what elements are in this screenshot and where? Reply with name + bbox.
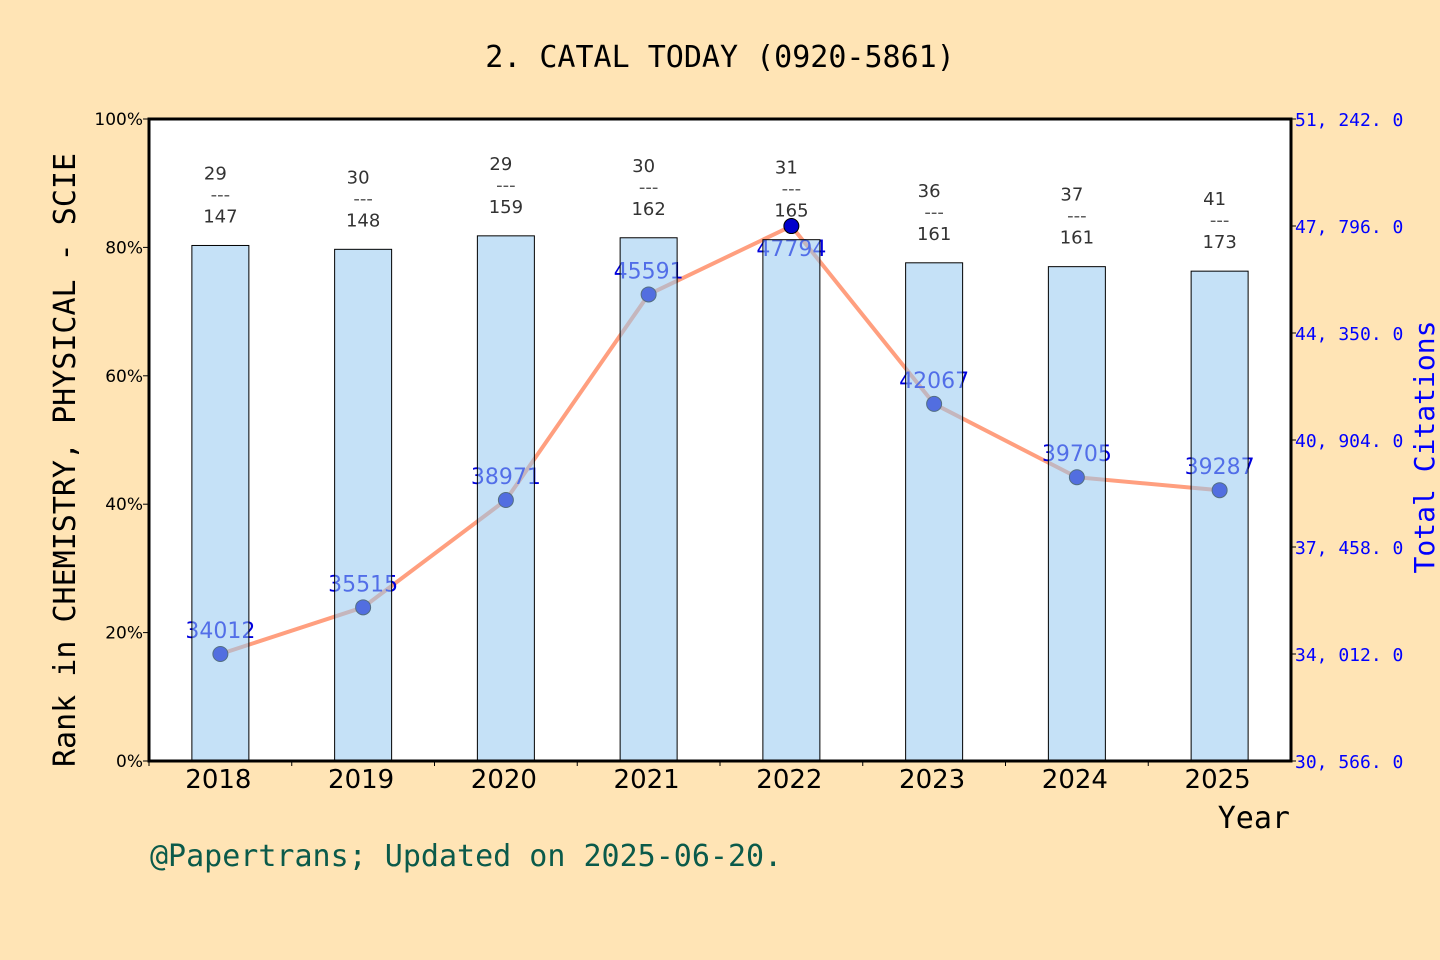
rank-divider: --- bbox=[496, 175, 516, 196]
y-left-tick-label: 60% bbox=[105, 367, 143, 387]
rank-value: 36 bbox=[918, 181, 941, 202]
rank-total: 161 bbox=[1060, 228, 1094, 249]
rank-bar bbox=[476, 235, 535, 762]
y-right-tick-label: 51, 242. 0 bbox=[1295, 110, 1403, 131]
rank-label: 41---173 bbox=[1202, 189, 1236, 253]
x-tick-label: 2018 bbox=[185, 765, 251, 795]
rank-value: 31 bbox=[775, 158, 798, 179]
x-tick-label: 2023 bbox=[899, 765, 965, 795]
rank-label: 36---161 bbox=[917, 181, 951, 245]
rank-divider: --- bbox=[924, 202, 944, 223]
rank-value: 29 bbox=[204, 163, 227, 184]
rank-divider: --- bbox=[1210, 210, 1230, 231]
rank-label: 29---147 bbox=[203, 163, 237, 227]
rank-total: 165 bbox=[774, 201, 808, 222]
x-tick-label: 2024 bbox=[1042, 765, 1108, 795]
rank-bar bbox=[905, 262, 964, 762]
rank-value: 30 bbox=[632, 156, 655, 177]
rank-total: 159 bbox=[489, 197, 523, 218]
rank-label: 31---165 bbox=[774, 158, 808, 222]
y-axis-right-label: Total Citations bbox=[1408, 321, 1440, 574]
rank-divider: --- bbox=[1067, 206, 1087, 227]
y-right-tick-label: 40, 904. 0 bbox=[1295, 431, 1403, 452]
y-right-tick-label: 44, 350. 0 bbox=[1295, 324, 1403, 345]
rank-value: 30 bbox=[347, 167, 370, 188]
x-tick-label: 2022 bbox=[756, 765, 822, 795]
citations-point bbox=[783, 218, 800, 235]
rank-label: 29---159 bbox=[489, 154, 523, 218]
rank-label: 37---161 bbox=[1060, 185, 1094, 249]
y-right-tick-label: 37, 458. 0 bbox=[1295, 538, 1403, 559]
rank-bar bbox=[762, 239, 821, 762]
x-tick-label: 2025 bbox=[1185, 765, 1251, 795]
rank-label: 30---162 bbox=[631, 156, 665, 220]
y-left-tick-label: 80% bbox=[105, 238, 143, 258]
rank-divider: --- bbox=[639, 177, 659, 198]
y-right-tick-label: 47, 796. 0 bbox=[1295, 217, 1403, 238]
x-tick-label: 2019 bbox=[328, 765, 394, 795]
y-left-tick-label: 100% bbox=[94, 110, 143, 130]
rank-total: 173 bbox=[1202, 232, 1236, 253]
rank-divider: --- bbox=[353, 188, 373, 209]
rank-label: 30---148 bbox=[346, 167, 380, 231]
y-left-tick-label: 40% bbox=[105, 495, 143, 515]
x-axis-label: Year bbox=[1218, 801, 1290, 836]
rank-total: 148 bbox=[346, 210, 380, 231]
rank-value: 29 bbox=[489, 154, 512, 175]
rank-bar bbox=[1190, 270, 1249, 762]
rank-bar bbox=[191, 244, 250, 762]
y-left-tick-label: 20% bbox=[105, 624, 143, 644]
rank-total: 147 bbox=[203, 206, 237, 227]
rank-total: 161 bbox=[917, 224, 951, 245]
rank-divider: --- bbox=[211, 184, 231, 205]
chart-title: 2. CATAL TODAY (0920-5861) bbox=[485, 40, 955, 75]
x-tick-label: 2020 bbox=[471, 765, 537, 795]
y-right-tick-label: 30, 566. 0 bbox=[1295, 752, 1403, 773]
rank-bar bbox=[1047, 266, 1106, 762]
y-left-tick-label: 0% bbox=[116, 752, 143, 772]
rank-bar bbox=[619, 237, 678, 762]
rank-total: 162 bbox=[631, 199, 665, 220]
y-axis-left-label: Rank in CHEMISTRY, PHYSICAL - SCIE bbox=[48, 153, 83, 767]
rank-value: 41 bbox=[1203, 189, 1226, 210]
rank-bar bbox=[334, 248, 393, 762]
y-right-tick-label: 34, 012. 0 bbox=[1295, 645, 1403, 666]
x-tick-label: 2021 bbox=[614, 765, 680, 795]
rank-value: 37 bbox=[1060, 185, 1083, 206]
plot-area bbox=[149, 119, 1291, 761]
rank-divider: --- bbox=[782, 179, 802, 200]
footer-credit: @Papertrans; Updated on 2025-06-20. bbox=[150, 839, 782, 874]
